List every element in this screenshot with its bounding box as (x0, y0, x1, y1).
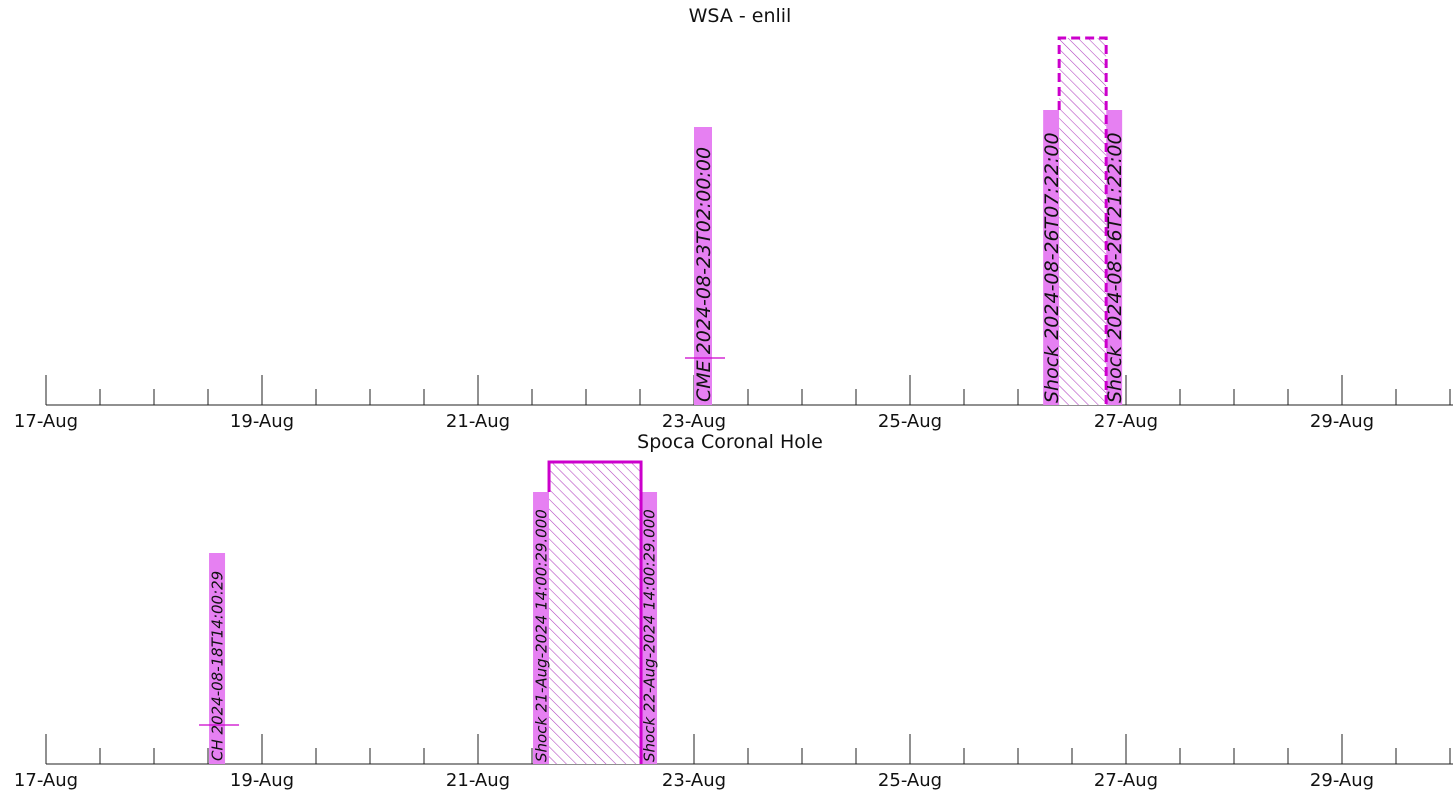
x-tick-label: 19-Aug (230, 411, 294, 432)
span-end-strip (1106, 110, 1123, 405)
x-tick-label: 29-Aug (1310, 770, 1374, 791)
x-tick-label: 23-Aug (662, 411, 726, 432)
x-tick-label: 21-Aug (446, 770, 510, 791)
event-marker-label: CME 2024-08-23T02:00:00 (693, 147, 715, 402)
span-start-label: Shock 2024-08-26T07:22:00 (1041, 132, 1063, 403)
x-tick-label: 27-Aug (1094, 411, 1158, 432)
span-hatch (1059, 38, 1107, 405)
span-start-strip (533, 492, 550, 764)
x-tick-label: 25-Aug (878, 411, 942, 432)
span-end-label: Shock 2024-08-26T21:22:00 (1104, 132, 1126, 403)
x-tick-label: 19-Aug (230, 770, 294, 791)
span-start-strip (1043, 110, 1060, 405)
span-end-label: Shock 22-Aug-2024 14:00:29.000 (640, 509, 658, 762)
panel-spoca-coronal-hole: Spoca Coronal Hole 17-Aug 19-Aug 21-Aug 23-… (14, 431, 1453, 791)
panel-wsa-enlil: WSA - enlil 17-Aug 19-Aug 21-Aug 23-Aug 25-A… (14, 5, 1453, 432)
panel-title: WSA - enlil (689, 5, 792, 27)
x-tick-label: 25-Aug (878, 770, 942, 791)
x-tick-label: 29-Aug (1310, 411, 1374, 432)
span-start-label: Shock 21-Aug-2024 14:00:29.000 (532, 509, 550, 762)
x-tick-label: 17-Aug (14, 770, 78, 791)
span-hatch (549, 462, 642, 764)
x-tick-label: 21-Aug (446, 411, 510, 432)
x-tick-label: 23-Aug (662, 770, 726, 791)
span-border (1057, 36, 1108, 405)
x-tick-label: 17-Aug (14, 411, 78, 432)
event-marker-bar (209, 553, 226, 764)
span-border (547, 460, 643, 764)
x-tick-label: 27-Aug (1094, 770, 1158, 791)
panel-title: Spoca Coronal Hole (637, 431, 823, 453)
event-marker-bar (694, 127, 712, 405)
span-end-strip (641, 492, 658, 764)
event-marker-label: CH 2024-08-18T14:00:29 (208, 571, 226, 761)
